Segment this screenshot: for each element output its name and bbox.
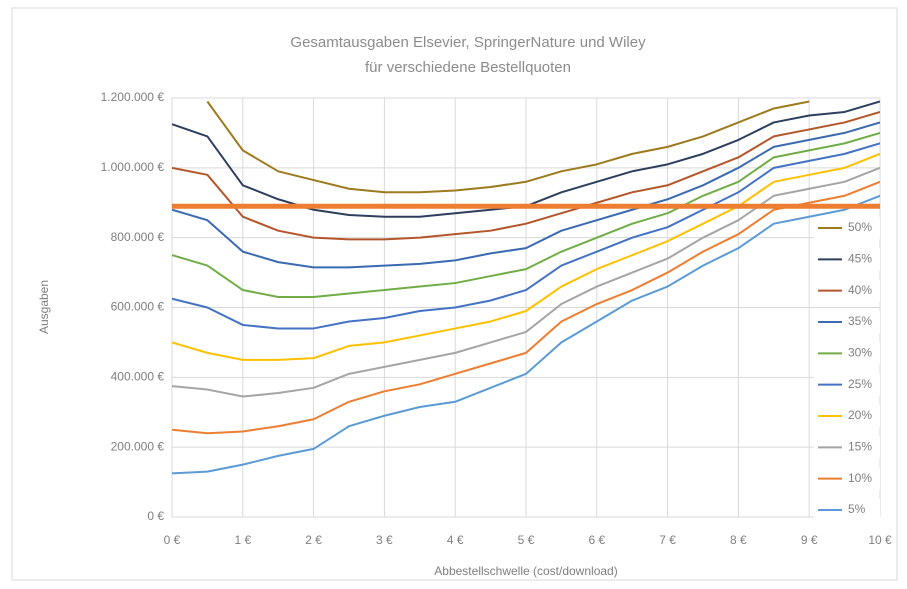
x-tick-label: 5 €	[518, 533, 535, 547]
legend-bg	[814, 373, 880, 396]
x-tick-label: 8 €	[730, 533, 747, 547]
chart-title: Gesamtausgaben Elsevier, SpringerNature …	[290, 34, 646, 51]
legend-label: 10%	[848, 471, 872, 485]
y-tick-label: 800.000 €	[111, 230, 165, 244]
x-tick-label: 3 €	[376, 533, 393, 547]
legend-bg	[814, 217, 880, 239]
x-tick-label: 7 €	[659, 533, 676, 547]
line-series	[206, 100, 810, 194]
y-tick-label: 600.000 €	[111, 300, 165, 314]
legend-bg	[814, 311, 880, 333]
y-tick-label: 1.000.000 €	[101, 160, 165, 174]
line-series	[172, 194, 880, 475]
line-series	[172, 142, 880, 330]
legend-bg	[814, 342, 880, 365]
line-series	[172, 131, 880, 299]
line-series	[172, 152, 880, 361]
legend-bg	[814, 279, 880, 302]
legend-bg	[814, 436, 880, 459]
y-axis-label: Ausgaben	[37, 280, 51, 334]
x-tick-label: 4 €	[447, 533, 464, 547]
x-axis-label: Abbestellschwelle (cost/download)	[434, 564, 617, 578]
y-tick-label: 400.000 €	[111, 370, 165, 384]
legend-bg	[814, 499, 880, 521]
legend-bg	[814, 467, 880, 490]
chart-frame	[11, 7, 898, 581]
x-tick-label: 0 €	[164, 533, 181, 547]
legend-bg	[814, 405, 880, 427]
legend-label: 30%	[848, 346, 872, 360]
legend-label: 50%	[848, 220, 872, 234]
y-tick-label: 200.000 €	[111, 439, 165, 453]
chart-subtitle: für verschiedene Bestellquoten	[365, 59, 571, 76]
legend-label: 40%	[848, 283, 872, 297]
legend-label: 5%	[848, 502, 866, 516]
y-tick-label: 0 €	[147, 509, 164, 523]
legend-label: 20%	[848, 408, 872, 422]
legend-label: 15%	[848, 440, 872, 454]
y-tick-label: 1.200.000 €	[101, 90, 165, 104]
legend-label: 25%	[848, 377, 872, 391]
legend-bg	[814, 248, 880, 271]
line-series	[172, 111, 880, 241]
x-tick-label: 9 €	[801, 533, 818, 547]
x-tick-label: 2 €	[305, 533, 322, 547]
x-tick-label: 6 €	[588, 533, 605, 547]
line-series	[172, 121, 880, 269]
x-tick-label: 1 €	[234, 533, 251, 547]
line-series	[172, 180, 880, 435]
legend-label: 35%	[848, 314, 872, 328]
legend-label: 45%	[848, 252, 872, 266]
x-tick-label: 10 €	[868, 533, 892, 547]
